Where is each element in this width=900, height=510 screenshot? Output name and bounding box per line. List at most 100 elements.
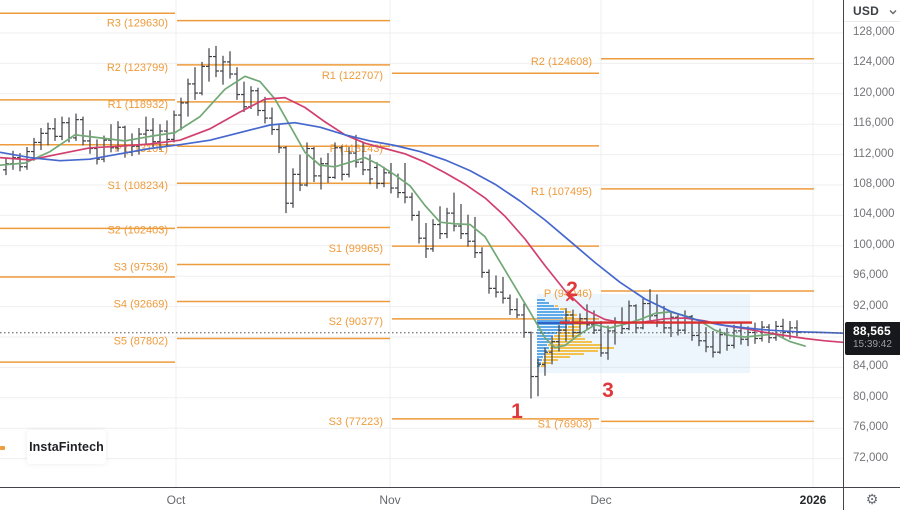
pivot-label: S2 (102403)	[107, 225, 168, 237]
ohlc-bar	[318, 157, 324, 190]
currency-selector[interactable]: USD	[844, 0, 900, 22]
profile-bar-yellow	[544, 356, 570, 358]
profile-bar-yellow	[565, 311, 571, 313]
ohlc-bar	[276, 124, 282, 154]
ohlc-bar	[234, 67, 240, 100]
ohlc-bar	[458, 204, 464, 239]
profile-bar-blue	[537, 317, 563, 319]
ohlc-bar	[52, 118, 58, 141]
ohlc-bar	[269, 107, 275, 135]
price-axis[interactable]: USD 128,000 124,000 120,000 116,000 112,000 1…	[843, 0, 900, 487]
ohlc-bar	[633, 304, 639, 334]
profile-bar-blue	[537, 347, 549, 349]
chart-canvas[interactable]: R3 (129630)R2 (123799)R1 (118932)P (1131…	[0, 0, 843, 487]
profile-bar-yellow	[550, 341, 592, 343]
currency-label: USD	[853, 3, 879, 18]
time-axis-label-oct: Oct	[166, 493, 186, 507]
ohlc-bar	[73, 113, 79, 141]
pivot-label: R1 (118932)	[108, 99, 168, 111]
pivot-label: S5 (87802)	[114, 336, 168, 348]
profile-bar-blue	[537, 350, 547, 352]
ohlc-bar	[549, 336, 555, 365]
ohlc-bar	[101, 135, 107, 163]
profile-bar-blue	[537, 308, 559, 310]
ohlc-bar	[87, 130, 93, 154]
time-axis-label-nov: Nov	[379, 493, 401, 507]
gear-icon[interactable]: ⚙	[865, 491, 879, 507]
time-axis-label-2026: 2026	[799, 493, 827, 507]
profile-bar-yellow	[543, 359, 558, 361]
profile-bar-yellow	[552, 338, 585, 340]
ohlc-bar	[563, 308, 569, 342]
price-tick-108,000: 108,000	[853, 178, 895, 190]
profile-bar-yellow	[548, 344, 602, 346]
profile-bar-yellow	[554, 335, 581, 337]
profile-bar-blue	[537, 329, 561, 331]
ohlc-bar	[507, 294, 513, 315]
ohlc-bar	[227, 51, 233, 79]
ohlc-bar	[339, 145, 345, 181]
profile-bar-blue	[537, 359, 542, 361]
ohlc-bar	[388, 162, 394, 194]
ohlc-bar	[542, 347, 548, 376]
profile-bar-blue	[537, 362, 541, 364]
ohlc-bar	[598, 321, 604, 357]
chevron-down-icon	[889, 2, 897, 20]
ohlc-bar	[150, 118, 156, 147]
ohlc-bar	[171, 110, 177, 143]
ohlc-bar	[241, 81, 247, 113]
current-price-value: 88,565	[853, 324, 891, 339]
ohlc-bar	[605, 325, 611, 360]
profile-bar-yellow	[555, 305, 558, 307]
time-axis[interactable]: Oct Nov Dec 2026 ⚙	[0, 487, 900, 510]
pivot-label: R1 (122707)	[322, 70, 383, 82]
profile-bar-blue	[537, 305, 554, 307]
ohlc-bar	[423, 223, 429, 258]
profile-bar-blue	[537, 302, 549, 304]
ohlc-bar	[381, 166, 387, 188]
current-price-badge: 88,565 15:39:42	[845, 321, 900, 355]
profile-bar-blue	[537, 335, 553, 337]
ohlc-bar	[143, 116, 149, 144]
red-cross-mark: ✕	[565, 290, 576, 305]
ohlc-bar	[738, 322, 744, 345]
price-tick-92,000: 92,000	[853, 299, 889, 312]
profile-bar-blue	[537, 338, 551, 340]
time-axis-label-dec: Dec	[590, 493, 612, 507]
ohlc-bar	[696, 322, 702, 347]
ohlc-bar	[206, 48, 212, 82]
ohlc-bar	[192, 67, 198, 100]
ohlc-bar	[703, 327, 709, 353]
pivot-label: R3 (129630)	[107, 18, 168, 30]
ohlc-bar	[465, 214, 471, 247]
ohlc-bar	[409, 192, 415, 221]
profile-bar-blue	[537, 332, 557, 334]
wave-number-2: 2	[566, 278, 578, 301]
ohlc-bar	[80, 116, 86, 146]
price-tick-84,000: 84,000	[853, 360, 889, 373]
pivot-label: R2 (123799)	[107, 62, 168, 74]
price-tick-120,000: 120,000	[853, 86, 895, 99]
ohlc-bar	[514, 298, 520, 318]
pivot-label: S4 (92669)	[114, 299, 168, 311]
price-tick-100,000: 100,000	[853, 238, 895, 251]
ohlc-bar	[283, 146, 289, 214]
price-tick-72,000: 72,000	[853, 451, 889, 464]
ohlc-bar	[59, 116, 65, 141]
ohlc-bar	[675, 313, 681, 336]
pivot-label: S1 (76903)	[538, 418, 592, 430]
profile-bar-yellow	[541, 365, 546, 367]
price-tick-112,000: 112,000	[853, 147, 894, 160]
price-tick-80,000: 80,000	[853, 390, 889, 403]
ohlc-bar	[500, 276, 506, 304]
profile-bar-blue	[537, 326, 567, 328]
ohlc-bar	[332, 142, 338, 179]
pivot-label: S1 (108234)	[107, 180, 168, 192]
ohlc-bar	[297, 154, 303, 192]
ohlc-bar	[430, 219, 436, 252]
price-tick-96,000: 96,000	[853, 269, 889, 282]
pivot-label: R2 (124608)	[531, 56, 592, 68]
profile-bar-blue	[537, 353, 545, 355]
ohlc-bar	[108, 124, 114, 153]
